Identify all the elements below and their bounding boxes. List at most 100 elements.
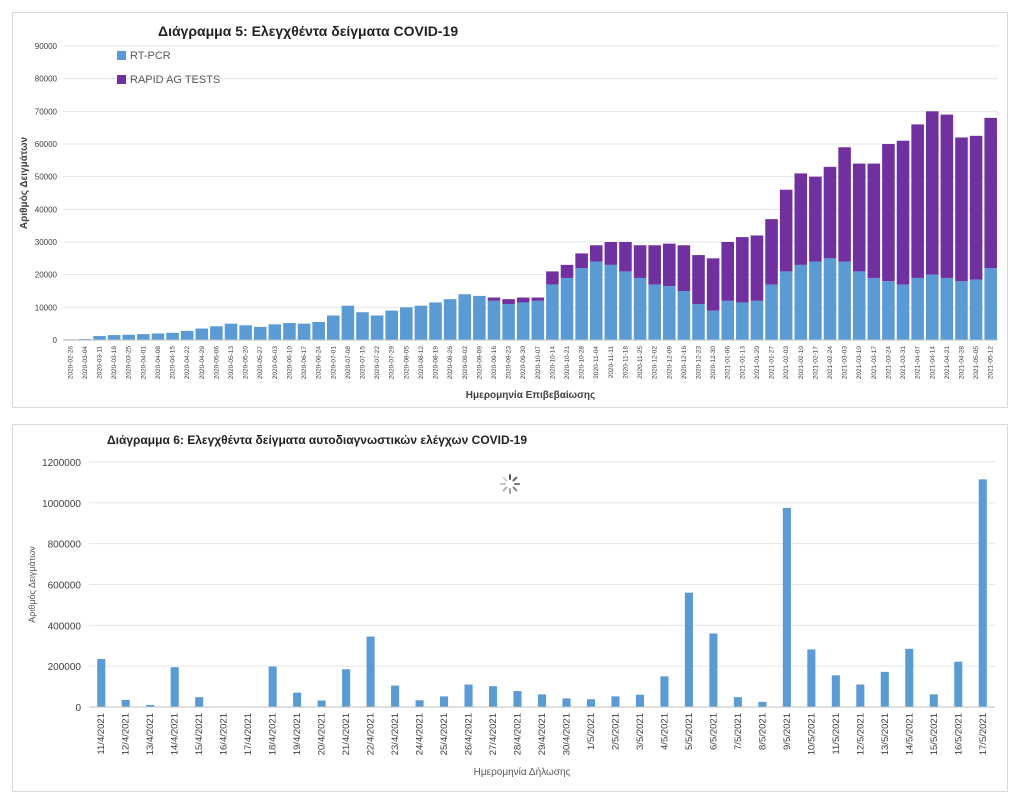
x-tick-label: 25/4/2021 bbox=[439, 713, 450, 755]
x-tick-label: 2021-01-06 bbox=[725, 346, 732, 380]
bar-rapid-ag bbox=[502, 299, 515, 305]
y-tick-label: 600000 bbox=[48, 581, 82, 592]
x-tick-label: 2020-07-08 bbox=[345, 346, 352, 380]
x-tick-label: 6/5/2021 bbox=[708, 713, 719, 750]
bar bbox=[121, 699, 130, 707]
bar bbox=[342, 669, 351, 707]
x-tick-label: 2021-01-13 bbox=[739, 346, 746, 380]
bar-rt-pcr bbox=[137, 334, 150, 340]
x-tick-label: 13/4/2021 bbox=[145, 713, 156, 755]
bar-rt-pcr bbox=[706, 310, 720, 340]
bar-rapid-ag bbox=[560, 264, 574, 278]
bar-rapid-ag bbox=[823, 166, 837, 259]
bar-rt-pcr bbox=[283, 323, 296, 340]
bar bbox=[440, 696, 449, 707]
x-tick-label: 2021-02-17 bbox=[812, 346, 819, 380]
loading-spinner-icon bbox=[500, 474, 520, 494]
x-tick-label: 2020-05-27 bbox=[257, 346, 264, 380]
bar bbox=[170, 667, 179, 707]
bar-rt-pcr bbox=[663, 286, 676, 340]
x-tick-label: 15/5/2021 bbox=[929, 713, 940, 755]
bar-rt-pcr bbox=[224, 323, 238, 340]
bar-rt-pcr bbox=[151, 333, 165, 340]
bar-rapid-ag bbox=[516, 297, 530, 303]
x-tick-label: 19/4/2021 bbox=[292, 713, 303, 755]
x-tick-label: 2020-04-08 bbox=[155, 346, 162, 380]
legend-label: RAPID AG TESTS bbox=[130, 74, 220, 86]
x-tick-label: 2020-03-18 bbox=[111, 346, 118, 380]
bar-rt-pcr bbox=[443, 299, 457, 340]
bar-rt-pcr bbox=[370, 315, 384, 340]
bar-rt-pcr bbox=[180, 330, 194, 340]
chart-panel-6: Διάγραμμα 6: Ελεγχθέντα δείγματα αυτοδια… bbox=[12, 424, 1008, 792]
x-tick-label: 24/4/2021 bbox=[415, 713, 426, 755]
bar-rapid-ag bbox=[619, 242, 632, 272]
bar-rapid-ag bbox=[882, 144, 895, 282]
bar-rt-pcr bbox=[721, 300, 735, 340]
bar-rt-pcr bbox=[560, 277, 574, 340]
bar-rt-pcr bbox=[692, 304, 705, 340]
bar bbox=[415, 700, 424, 707]
bar-rt-pcr bbox=[750, 300, 764, 340]
bar-rt-pcr bbox=[210, 326, 223, 340]
bar-rt-pcr bbox=[940, 277, 954, 340]
y-tick-label: 20000 bbox=[35, 271, 58, 280]
bar-rapid-ag bbox=[896, 140, 910, 285]
chart-title: Διάγραμμα 6: Ελεγχθέντα δείγματα αυτοδια… bbox=[107, 433, 528, 447]
bar-rt-pcr bbox=[122, 334, 136, 340]
x-axis-title: Ημερομηνία Επιβεβαίωσης bbox=[466, 390, 595, 401]
bar-rt-pcr bbox=[93, 336, 106, 340]
bar-rapid-ag bbox=[677, 245, 691, 291]
bar bbox=[488, 686, 498, 707]
x-tick-label: 2021-04-28 bbox=[958, 346, 965, 380]
x-tick-label: 2021-02-03 bbox=[783, 346, 790, 380]
bar-rapid-ag bbox=[604, 242, 618, 265]
x-tick-label: 2020-10-14 bbox=[549, 346, 556, 380]
bar-rt-pcr bbox=[414, 305, 428, 340]
bar bbox=[978, 479, 987, 707]
x-tick-label: 2020-11-18 bbox=[622, 346, 629, 379]
x-tick-label: 23/4/2021 bbox=[390, 713, 401, 755]
bar bbox=[660, 676, 669, 707]
bar-rapid-ag bbox=[925, 111, 939, 275]
y-tick-label: 200000 bbox=[48, 662, 82, 673]
x-tick-label: 17/5/2021 bbox=[978, 713, 989, 755]
bar-rt-pcr bbox=[633, 277, 647, 340]
x-tick-label: 2021-04-21 bbox=[944, 346, 951, 380]
x-tick-label: 2020-07-15 bbox=[359, 346, 366, 380]
x-tick-label: 2020-05-06 bbox=[213, 346, 220, 380]
x-tick-label: 2020-06-17 bbox=[301, 346, 308, 380]
bar-rt-pcr bbox=[326, 315, 340, 340]
x-tick-label: 2020-08-26 bbox=[447, 346, 454, 380]
bar bbox=[611, 696, 620, 707]
x-tick-label: 2020-04-29 bbox=[199, 346, 206, 380]
x-tick-label: 2020-06-03 bbox=[272, 346, 279, 380]
bar bbox=[929, 694, 938, 707]
bar-rapid-ag bbox=[750, 235, 764, 301]
x-tick-label: 2020-12-09 bbox=[666, 346, 673, 380]
bar-rapid-ag bbox=[531, 297, 545, 301]
bar-rapid-ag bbox=[794, 173, 808, 265]
y-axis-title: Αριθμός Δειγμάτων bbox=[27, 546, 37, 623]
bar bbox=[293, 692, 302, 707]
bar-rapid-ag bbox=[940, 114, 954, 278]
legend-label: RT-PCR bbox=[130, 50, 171, 62]
bar-rapid-ag bbox=[736, 237, 749, 303]
bar-rt-pcr bbox=[429, 302, 442, 340]
bar-rapid-ag bbox=[663, 243, 676, 287]
x-tick-label: 16/4/2021 bbox=[219, 713, 230, 755]
x-tick-label: 5/5/2021 bbox=[684, 713, 695, 750]
bar-rapid-ag bbox=[911, 124, 924, 278]
x-tick-label: 2021-03-17 bbox=[871, 346, 878, 380]
y-tick-label: 60000 bbox=[35, 140, 58, 149]
x-tick-label: 14/5/2021 bbox=[904, 713, 915, 755]
bar bbox=[317, 700, 326, 707]
bar bbox=[905, 648, 914, 707]
x-tick-label: 2020-10-28 bbox=[579, 346, 586, 380]
bar-rt-pcr bbox=[531, 300, 545, 340]
bar-rapid-ag bbox=[969, 135, 983, 280]
y-axis-title: Αριθμός Δειγμάτων bbox=[19, 136, 30, 229]
x-tick-label: 14/4/2021 bbox=[170, 713, 181, 755]
bar-rapid-ag bbox=[984, 117, 997, 269]
x-axis-title: Ημερομηνία Δήλωσης bbox=[474, 766, 571, 778]
